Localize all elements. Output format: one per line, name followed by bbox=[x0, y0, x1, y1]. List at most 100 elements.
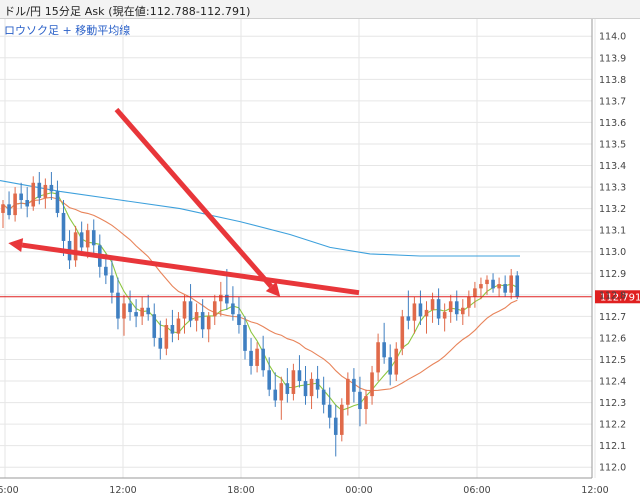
candle-body bbox=[225, 294, 229, 304]
candle-body bbox=[219, 294, 223, 302]
candle-body bbox=[237, 314, 241, 325]
candle-body bbox=[146, 307, 150, 315]
x-tick-label: 00:00 bbox=[345, 485, 372, 495]
indicator-label[interactable]: ロウソク足 + 移動平均線 bbox=[4, 24, 131, 37]
candle-body bbox=[503, 284, 507, 293]
y-tick-label: 112.6 bbox=[599, 333, 626, 344]
y-tick-label: 113.7 bbox=[599, 96, 626, 107]
trend-arrow-head bbox=[8, 238, 24, 252]
candle-body bbox=[358, 391, 362, 410]
candle-body bbox=[43, 184, 48, 198]
y-tick-label: 113.3 bbox=[599, 183, 626, 194]
candle-body bbox=[479, 284, 483, 289]
candle-body bbox=[376, 342, 380, 373]
candle-body bbox=[473, 288, 477, 297]
y-tick-label: 112.1 bbox=[599, 441, 626, 452]
y-tick-label: 112.2 bbox=[599, 420, 626, 431]
candle-body bbox=[110, 275, 114, 293]
candle-body bbox=[412, 303, 417, 321]
candle-body bbox=[309, 378, 314, 397]
candle-body bbox=[176, 318, 181, 334]
candle-body bbox=[1, 204, 5, 213]
y-tick-label: 112.9 bbox=[599, 269, 626, 280]
candle-body bbox=[61, 212, 66, 241]
trend-arrows bbox=[8, 107, 360, 297]
x-tick-label: 12:00 bbox=[581, 485, 608, 495]
x-tick-label: 18:00 bbox=[227, 485, 254, 495]
candle-body bbox=[273, 389, 278, 401]
candle-body bbox=[333, 417, 338, 435]
candle-body bbox=[212, 301, 217, 317]
candle-body bbox=[454, 301, 459, 315]
y-tick-label: 112.5 bbox=[599, 355, 626, 366]
candle-body bbox=[37, 182, 42, 198]
candle-body bbox=[25, 200, 29, 207]
x-tick-label: 06:00 bbox=[0, 485, 19, 495]
candle-body bbox=[231, 303, 235, 315]
candle-body bbox=[134, 312, 138, 317]
candle-body bbox=[255, 348, 259, 366]
candle-body bbox=[194, 312, 199, 321]
candle-body bbox=[461, 307, 465, 315]
candle-body bbox=[321, 389, 326, 405]
candle-body bbox=[424, 309, 429, 317]
current-price-tag bbox=[595, 290, 640, 304]
candle-body bbox=[104, 266, 108, 276]
y-tick-label: 113.5 bbox=[599, 139, 626, 150]
candle-body bbox=[140, 307, 144, 317]
candle-body bbox=[279, 383, 284, 401]
current-price-label: 112.791 bbox=[600, 292, 640, 303]
y-tick-label: 114.0 bbox=[599, 32, 626, 43]
candle-body bbox=[7, 204, 11, 216]
y-tick-label: 113.6 bbox=[599, 118, 626, 129]
y-tick-label: 113.9 bbox=[599, 53, 626, 64]
candle-body bbox=[430, 299, 435, 310]
axes: 114.0 113.9 113.8 113.7 113.6 113.5 113.4 113.3… bbox=[0, 19, 626, 495]
y-tick-label: 112.8 bbox=[599, 290, 626, 301]
y-tick-label: 113.0 bbox=[599, 247, 626, 258]
candle-body bbox=[346, 378, 350, 405]
chart-title: ドル/円 15分足 Ask (現在値:112.788-112.791) bbox=[4, 5, 251, 18]
candle-body bbox=[448, 301, 453, 313]
y-tick-label: 112.4 bbox=[599, 377, 626, 388]
grid bbox=[0, 19, 596, 478]
candle-body bbox=[243, 325, 247, 351]
candle-body bbox=[297, 370, 302, 382]
candle-body bbox=[400, 316, 405, 349]
candle-body bbox=[13, 193, 17, 216]
candle-body bbox=[406, 316, 411, 321]
y-tick-label: 112.7 bbox=[599, 312, 626, 323]
candle-body bbox=[200, 312, 205, 330]
moving-averages bbox=[0, 180, 520, 411]
candle-body bbox=[19, 193, 23, 201]
candle-body bbox=[509, 275, 513, 293]
y-tick-label: 112.3 bbox=[599, 398, 626, 409]
candle-body bbox=[291, 370, 296, 394]
x-tick-label: 12:00 bbox=[109, 485, 136, 495]
candle-body bbox=[79, 232, 84, 248]
candle-body bbox=[116, 292, 120, 319]
y-tick-label: 113.2 bbox=[599, 204, 626, 215]
candle-body bbox=[249, 350, 253, 366]
x-tick-label: 06:00 bbox=[463, 485, 490, 495]
candle-body bbox=[491, 279, 495, 289]
y-tick-label: 112.0 bbox=[599, 463, 626, 474]
candle-body bbox=[515, 275, 520, 297]
candle-body bbox=[370, 372, 374, 397]
candle-body bbox=[442, 312, 447, 319]
candle-body bbox=[497, 284, 501, 289]
candle-body bbox=[340, 404, 344, 435]
candle-body bbox=[170, 325, 175, 334]
candle-body bbox=[158, 337, 163, 349]
candle-body bbox=[164, 325, 169, 349]
candle-body bbox=[285, 383, 290, 394]
candle-body bbox=[55, 191, 60, 213]
candle-body bbox=[315, 378, 320, 390]
candle-body bbox=[91, 230, 96, 246]
candle-body bbox=[122, 303, 126, 319]
candle-body bbox=[394, 348, 399, 375]
candle-body bbox=[327, 404, 332, 418]
candle-body bbox=[382, 342, 386, 358]
